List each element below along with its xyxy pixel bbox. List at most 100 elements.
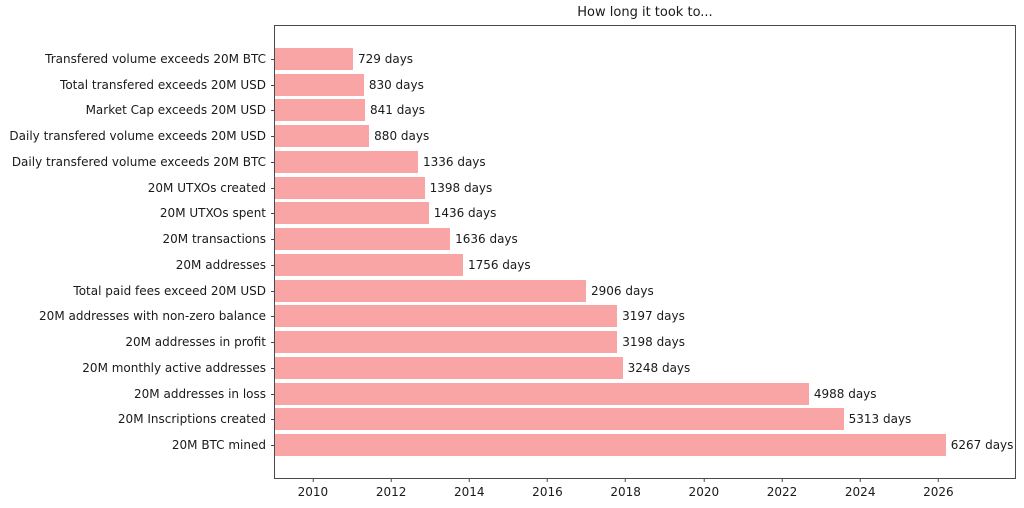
bar-row: 20M addresses with non-zero balance 3197 … xyxy=(39,304,1015,330)
bar xyxy=(275,331,618,354)
category-label: 20M addresses xyxy=(175,257,266,272)
plot-area: Transfered volume exceeds 20M BTC 729 day… xyxy=(9,25,1016,499)
y-tick-mark xyxy=(271,419,275,421)
y-tick-mark xyxy=(271,84,275,86)
y-tick-mark xyxy=(271,136,275,138)
x-tick-mark xyxy=(703,478,705,482)
y-tick-mark xyxy=(271,213,275,215)
bar-row: 20M addresses in loss 4988 days xyxy=(134,381,1015,407)
y-tick-mark xyxy=(271,342,275,344)
bar-row: Total paid fees exceed 20M USD 2906 days xyxy=(73,278,1015,304)
value-label: 729 days xyxy=(358,51,414,66)
x-tick: 2014 xyxy=(454,478,485,499)
bar xyxy=(275,202,429,225)
bar xyxy=(275,125,370,148)
y-tick-mark xyxy=(271,239,275,241)
bar xyxy=(275,228,451,251)
x-tick-label: 2018 xyxy=(610,485,641,499)
y-tick-mark xyxy=(271,367,275,369)
x-tick-label: 2022 xyxy=(766,485,798,499)
bar xyxy=(275,356,623,379)
chart-title: How long it took to... xyxy=(577,5,713,20)
x-tick: 2012 xyxy=(376,478,406,499)
y-tick-mark xyxy=(271,445,275,447)
value-label: 841 days xyxy=(370,103,426,118)
y-tick-mark xyxy=(271,110,275,112)
category-label: Total transfered exceeds 20M USD xyxy=(60,77,266,92)
bar xyxy=(275,150,418,173)
x-tick-label: 2014 xyxy=(454,485,485,499)
value-label: 1398 days xyxy=(429,180,493,195)
bar xyxy=(275,176,425,199)
y-tick-mark xyxy=(271,393,275,395)
x-tick: 2016 xyxy=(532,478,563,499)
category-label: Market Cap exceeds 20M USD xyxy=(85,103,266,118)
x-tick-label: 2024 xyxy=(844,485,876,499)
category-label: Daily transfered volume exceeds 20M USD xyxy=(9,129,266,144)
bar xyxy=(275,305,618,328)
y-tick-mark xyxy=(271,264,275,266)
bar xyxy=(275,279,587,302)
x-tick-mark xyxy=(781,478,783,482)
value-label: 1436 days xyxy=(433,206,497,221)
value-label: 4988 days xyxy=(813,386,877,401)
value-label: 830 days xyxy=(368,77,424,92)
bar-row: 20M Inscriptions created 5313 days xyxy=(118,407,1015,433)
category-label: Transfered volume exceeds 20M BTC xyxy=(45,51,266,66)
bar-row: 20M UTXOs created 1398 days xyxy=(148,175,1015,201)
x-tick: 2022 xyxy=(766,478,798,499)
bar-rows: Transfered volume exceeds 20M BTC 729 day… xyxy=(9,26,1015,478)
x-tick-label: 2016 xyxy=(532,485,563,499)
bar xyxy=(275,99,365,122)
y-tick-mark xyxy=(271,290,275,292)
value-label: 1336 days xyxy=(422,154,486,169)
category-label: 20M Inscriptions created xyxy=(117,412,266,427)
value-label: 3198 days xyxy=(622,335,685,350)
bar-row: 20M transactions 1636 days xyxy=(163,226,1015,252)
bar-row: 20M addresses 1756 days xyxy=(176,252,1015,278)
category-label: Total paid fees exceed 20M USD xyxy=(73,283,266,298)
value-label: 3248 days xyxy=(627,360,691,375)
bar xyxy=(275,47,354,70)
bar-row: Transfered volume exceeds 20M BTC 729 day… xyxy=(45,46,1015,72)
y-tick-mark xyxy=(271,161,275,163)
x-tick-label: 2010 xyxy=(297,485,329,499)
value-label: 5313 days xyxy=(848,412,912,427)
value-label: 1636 days xyxy=(455,232,518,247)
x-tick-mark xyxy=(937,478,939,482)
x-tick: 2026 xyxy=(923,478,954,499)
category-label: 20M addresses with non-zero balance xyxy=(39,309,266,324)
x-axis: 2010 2012 2014 2016 2018 2020 2022 2024 2026 xyxy=(275,478,1015,504)
category-label: 20M monthly active addresses xyxy=(82,360,266,375)
value-label: 1756 days xyxy=(467,257,531,272)
y-tick-mark xyxy=(271,58,275,60)
bar-row: 20M addresses in profit 3198 days xyxy=(125,329,1015,355)
x-tick-label: 2026 xyxy=(923,485,954,499)
x-tick-mark xyxy=(859,478,861,482)
category-label: 20M transactions xyxy=(162,232,266,247)
x-tick-mark xyxy=(468,478,470,482)
bar xyxy=(275,253,463,276)
bar-row: Daily transfered volume exceeds 20M BTC 1… xyxy=(12,149,1015,175)
x-tick-label: 2020 xyxy=(688,485,720,499)
bar-row: 20M monthly active addresses 3248 days xyxy=(82,355,1015,381)
category-label: 20M UTXOs spent xyxy=(159,206,266,221)
bar-row: 20M BTC mined 6267 days xyxy=(172,432,1015,458)
bar-row: 20M UTXOs spent 1436 days xyxy=(160,201,1015,227)
x-tick-mark xyxy=(312,478,314,482)
bar xyxy=(275,408,844,431)
bar-row: Daily transfered volume exceeds 20M USD 8… xyxy=(9,123,1015,149)
y-tick-mark xyxy=(271,187,275,189)
bar xyxy=(275,434,946,457)
category-label: 20M UTXOs created xyxy=(147,180,266,195)
x-tick: 2020 xyxy=(688,478,720,499)
x-tick-mark xyxy=(625,478,627,482)
value-label: 2906 days xyxy=(591,283,654,298)
bar xyxy=(275,73,364,96)
x-tick-mark xyxy=(390,478,392,482)
x-tick: 2018 xyxy=(610,478,641,499)
category-label: 20M BTC mined xyxy=(171,438,266,453)
bar-row: Market Cap exceeds 20M USD 841 days xyxy=(86,98,1015,124)
category-label: 20M addresses in profit xyxy=(125,335,266,350)
